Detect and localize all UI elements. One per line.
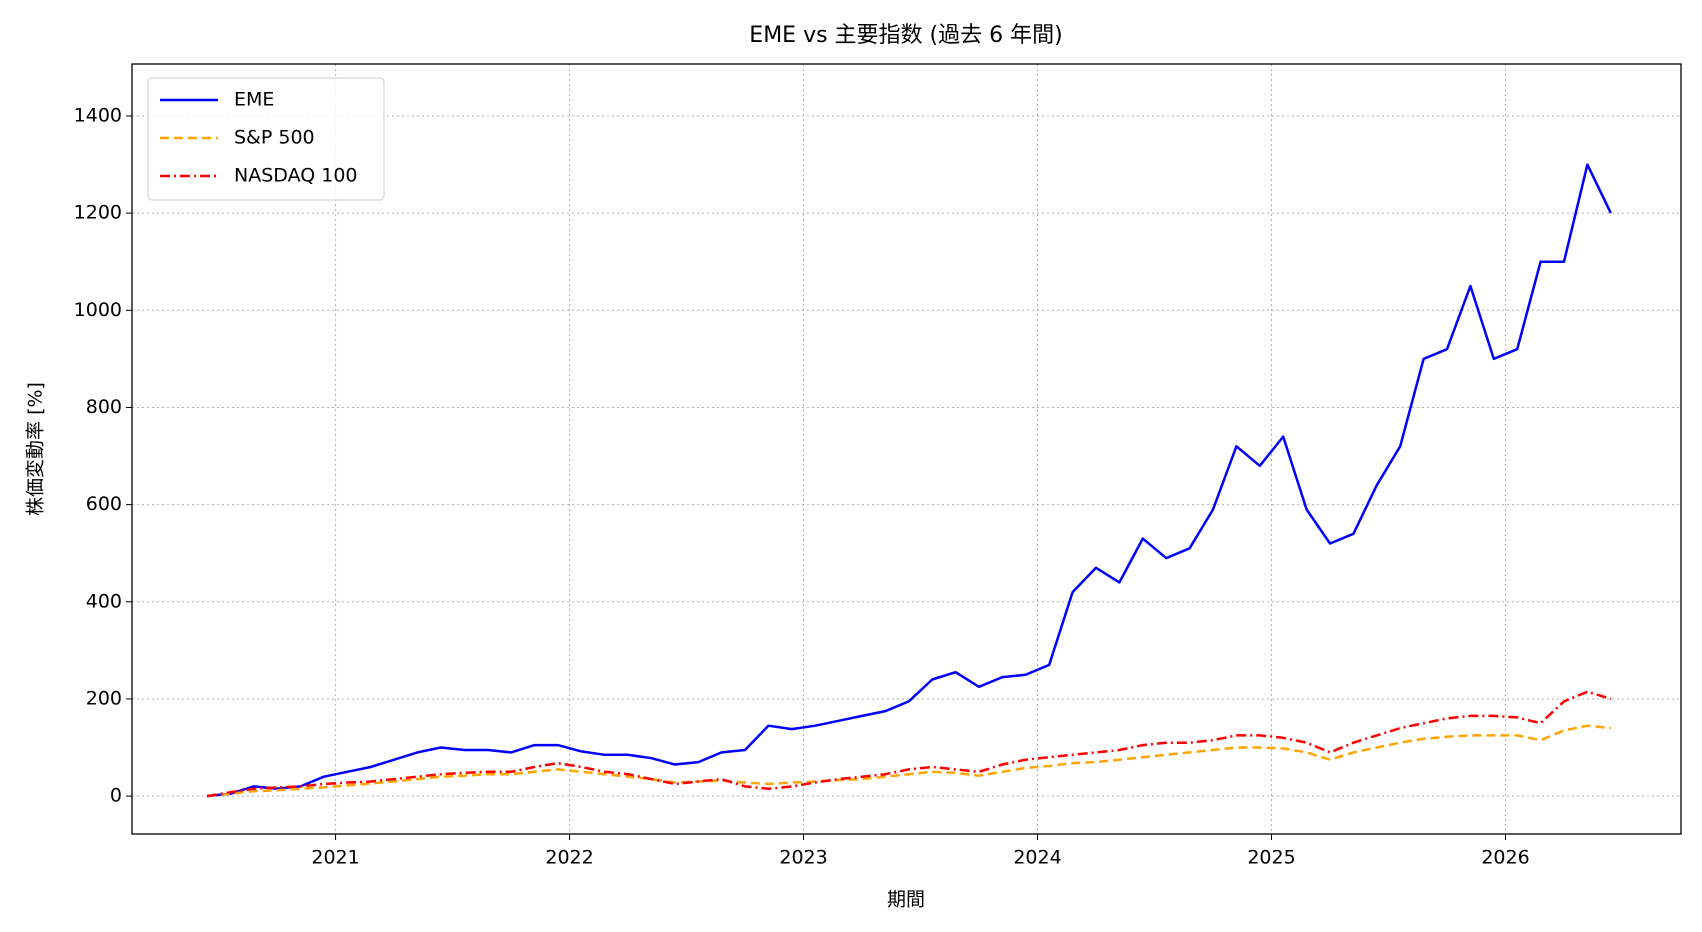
series-line	[206, 690, 1612, 798]
y-axis-label: 株価変動率 [%]	[25, 382, 47, 516]
y-tick-label: 800	[86, 396, 122, 418]
chart-title: EME vs 主要指数 (過去 6 年間)	[749, 23, 1062, 48]
y-tick-label: 1400	[74, 104, 122, 126]
x-tick-label: 2024	[1013, 847, 1061, 869]
y-tick-label: 0	[110, 785, 122, 807]
x-tick-label: 2021	[311, 847, 359, 869]
legend-label: S&P 500	[234, 127, 315, 149]
series-line	[206, 724, 1611, 798]
x-tick-label: 2026	[1481, 847, 1529, 869]
x-tick-label: 2025	[1247, 847, 1295, 869]
y-tick-label: 1000	[74, 299, 122, 321]
x-axis-label: 期間	[887, 889, 925, 911]
y-tick-label: 200	[86, 687, 122, 709]
y-tick-label: 600	[86, 493, 122, 515]
legend-label: EME	[234, 89, 274, 111]
plot-frame	[131, 63, 1682, 835]
legend-box	[147, 77, 385, 201]
legend-label: NASDAQ 100	[234, 165, 358, 187]
y-tick-label: 1200	[74, 202, 122, 224]
series-line	[206, 163, 1612, 798]
x-tick-label: 2022	[545, 847, 593, 869]
y-tick-label: 400	[86, 590, 122, 612]
x-tick-label: 2023	[779, 847, 827, 869]
